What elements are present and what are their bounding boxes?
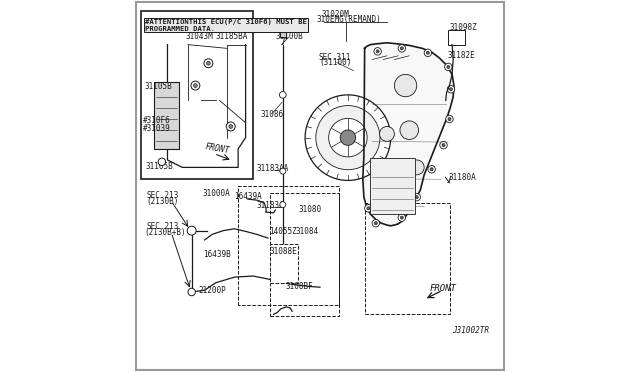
- Text: 31183AA: 31183AA: [257, 164, 289, 173]
- Circle shape: [376, 50, 379, 53]
- Circle shape: [445, 63, 452, 71]
- Circle shape: [401, 47, 403, 50]
- Text: 31183A: 31183A: [257, 201, 285, 210]
- Text: 31098Z: 31098Z: [449, 23, 477, 32]
- Text: SEC.213: SEC.213: [147, 222, 179, 231]
- Circle shape: [207, 61, 211, 65]
- Text: 31043M: 31043M: [185, 32, 213, 41]
- Text: J31002TR: J31002TR: [452, 326, 489, 335]
- Circle shape: [227, 122, 235, 131]
- Text: 31088E: 31088E: [269, 247, 297, 256]
- Bar: [449, 30, 465, 45]
- Text: FRONT: FRONT: [429, 284, 456, 293]
- Bar: [270, 244, 298, 283]
- Text: 31105B: 31105B: [145, 162, 173, 171]
- Text: FRONT: FRONT: [205, 142, 231, 155]
- Text: 31080: 31080: [299, 205, 322, 214]
- Circle shape: [400, 121, 419, 140]
- Circle shape: [372, 219, 380, 227]
- Circle shape: [187, 226, 196, 235]
- Text: 31000A: 31000A: [203, 189, 230, 198]
- Circle shape: [398, 45, 406, 52]
- Circle shape: [398, 214, 406, 221]
- Circle shape: [305, 95, 390, 180]
- Text: 31180A: 31180A: [449, 173, 476, 182]
- Text: #31039: #31039: [143, 124, 171, 133]
- Circle shape: [316, 106, 380, 170]
- Text: 31100B: 31100B: [275, 32, 303, 41]
- Text: 31020M: 31020M: [322, 10, 349, 19]
- Text: SEC.311: SEC.311: [319, 52, 351, 61]
- Text: 16439A: 16439A: [234, 192, 262, 201]
- Text: (31100): (31100): [319, 58, 351, 67]
- Text: (2130B): (2130B): [147, 197, 179, 206]
- Text: 31185BA: 31185BA: [216, 32, 248, 41]
- Circle shape: [415, 196, 418, 199]
- Circle shape: [447, 65, 450, 68]
- Circle shape: [440, 141, 447, 149]
- Text: 31086: 31086: [260, 110, 284, 119]
- Circle shape: [448, 118, 451, 121]
- Bar: [370, 158, 415, 214]
- Circle shape: [158, 158, 166, 166]
- Circle shape: [401, 216, 403, 219]
- Text: #ATTENTIONTHIS ECU(P/C 310F6) MUST BE
PROGRAMMED DATA.: #ATTENTIONTHIS ECU(P/C 310F6) MUST BE PR…: [145, 19, 307, 32]
- Circle shape: [449, 88, 452, 91]
- Text: 31084: 31084: [296, 227, 319, 236]
- Circle shape: [280, 202, 286, 208]
- Text: (2130B+B): (2130B+B): [145, 228, 186, 237]
- Circle shape: [280, 92, 286, 98]
- Circle shape: [188, 288, 195, 296]
- Circle shape: [430, 168, 433, 171]
- Circle shape: [445, 115, 453, 123]
- Circle shape: [426, 51, 429, 54]
- Circle shape: [204, 59, 213, 68]
- Circle shape: [229, 125, 232, 128]
- Circle shape: [329, 118, 367, 157]
- Circle shape: [413, 193, 420, 201]
- Circle shape: [447, 86, 454, 93]
- Text: 310EMG(REMAND): 310EMG(REMAND): [316, 15, 381, 24]
- Circle shape: [374, 48, 381, 55]
- Text: 16439B: 16439B: [203, 250, 230, 259]
- Circle shape: [193, 84, 197, 87]
- Circle shape: [280, 168, 286, 174]
- Circle shape: [410, 160, 424, 175]
- Bar: [154, 82, 179, 149]
- Text: 3108BF: 3108BF: [286, 282, 314, 291]
- Bar: [280, 32, 286, 37]
- Circle shape: [340, 130, 356, 145]
- Polygon shape: [363, 43, 454, 226]
- Circle shape: [428, 166, 435, 173]
- Text: #310F6: #310F6: [143, 116, 171, 125]
- Circle shape: [424, 49, 431, 57]
- Circle shape: [374, 222, 378, 225]
- Circle shape: [442, 144, 445, 147]
- Text: 21200P: 21200P: [198, 286, 226, 295]
- Text: 31182E: 31182E: [447, 51, 475, 60]
- Circle shape: [394, 74, 417, 97]
- Circle shape: [380, 126, 394, 141]
- Bar: [270, 193, 339, 316]
- Text: SEC.213: SEC.213: [147, 191, 179, 200]
- Bar: [365, 203, 450, 314]
- Text: 14055Z: 14055Z: [269, 227, 297, 236]
- Text: 31105B: 31105B: [145, 82, 172, 91]
- Circle shape: [367, 207, 370, 210]
- Circle shape: [191, 81, 200, 90]
- Circle shape: [365, 205, 372, 212]
- Bar: [141, 11, 253, 179]
